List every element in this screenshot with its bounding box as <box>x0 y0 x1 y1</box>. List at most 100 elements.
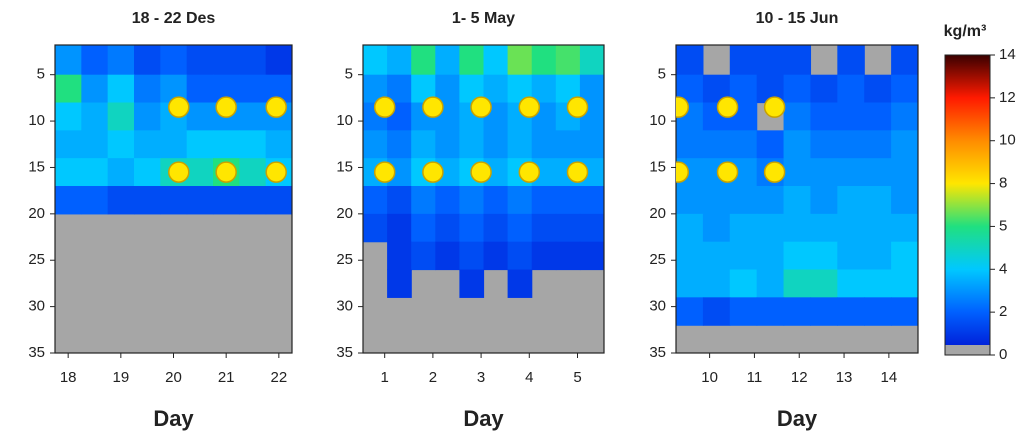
sampling-marker <box>422 161 444 183</box>
sampling-marker <box>716 96 739 118</box>
heatmap-cell <box>531 45 557 76</box>
sampling-marker <box>215 96 237 118</box>
heatmap-cell <box>186 158 214 187</box>
heatmap-cell <box>891 269 918 298</box>
y-tick-label: 35 <box>649 344 666 361</box>
heatmap-cell <box>729 130 758 159</box>
heatmap-cell <box>387 45 412 76</box>
heatmap-cell <box>411 130 436 159</box>
heatmap-cell <box>55 186 82 215</box>
heatmap-cell <box>107 130 135 159</box>
heatmap-cell <box>363 130 388 159</box>
heatmap-cell <box>783 130 812 159</box>
x-tick-label: 10 <box>701 369 718 386</box>
heatmap-cell <box>363 186 388 215</box>
heatmap-cell <box>81 130 109 159</box>
y-tick-label: 10 <box>28 112 45 129</box>
heatmap-cells <box>676 45 918 326</box>
y-tick-label: 15 <box>28 158 45 175</box>
heatmap-cell <box>864 158 892 187</box>
heatmap-cell <box>837 213 865 243</box>
x-tick-label: 2 <box>429 369 437 386</box>
sampling-marker <box>566 161 589 183</box>
colorbar-tick-label: 10 <box>999 132 1016 149</box>
heatmap-cell <box>810 213 838 243</box>
plot-frame <box>362 44 605 354</box>
x-axis-label: Day <box>153 406 194 431</box>
heatmap-cell <box>783 213 812 243</box>
y-tick-label: 5 <box>658 66 666 83</box>
heatmap-cell <box>783 241 812 271</box>
sampling-marker <box>716 161 739 183</box>
heatmap-cell <box>107 186 135 215</box>
heatmap-cell <box>507 213 533 243</box>
heatmap-cell <box>134 130 161 159</box>
y-tick-label: 10 <box>649 112 666 129</box>
heatmap-cell <box>459 269 485 298</box>
heatmap-cell <box>891 74 918 104</box>
heatmap-cell <box>676 45 704 76</box>
colorbar <box>945 55 990 355</box>
heatmap-cell <box>837 102 865 131</box>
plot-frame <box>675 44 919 354</box>
y-tick-label: 5 <box>345 66 353 83</box>
heatmap-cell <box>160 186 188 215</box>
heatmap-cell <box>783 158 812 187</box>
sampling-marker <box>518 96 541 118</box>
heatmap-cell <box>387 213 412 243</box>
heatmap-cell <box>579 74 604 104</box>
heatmap-cell <box>387 241 412 271</box>
heatmap-cell <box>555 130 581 159</box>
x-tick-label: 4 <box>525 369 533 386</box>
heatmap-cell <box>81 186 109 215</box>
heatmap-cell <box>435 74 460 104</box>
y-tick-label: 25 <box>28 251 45 268</box>
heatmap-cell <box>265 186 292 215</box>
heatmap-cell <box>134 158 161 187</box>
heatmap-cell <box>729 241 758 271</box>
heatmap-cell <box>810 74 838 104</box>
heatmap-cell <box>531 130 557 159</box>
heatmap-cell <box>676 241 704 271</box>
heatmap-cell <box>107 158 135 187</box>
heatmap-cell <box>239 102 267 131</box>
heatmap-cell <box>55 102 82 131</box>
y-tick-label: 25 <box>649 251 666 268</box>
heatmap-cell <box>676 130 704 159</box>
x-tick-label: 19 <box>112 369 129 386</box>
heatmap-cell <box>239 186 267 215</box>
heatmap-cell <box>837 74 865 104</box>
heatmap-cell <box>435 213 460 243</box>
heatmap-cell <box>579 45 604 76</box>
heatmap-cell <box>676 297 704 326</box>
y-tick-label: 20 <box>336 205 353 222</box>
heatmap-cell <box>729 213 758 243</box>
heatmap-cell <box>160 130 188 159</box>
sampling-marker <box>470 161 492 183</box>
colorbar-tick-label: 0 <box>999 346 1007 363</box>
heatmap-cell <box>507 241 533 271</box>
heatmap-cell <box>837 186 865 215</box>
heatmap-cell <box>891 213 918 243</box>
heatmap-cell <box>186 186 214 215</box>
heatmap-cell <box>134 102 161 131</box>
heatmap-cell <box>483 45 509 76</box>
colorbar-tick-label: 4 <box>999 260 1007 277</box>
heatmap-cells <box>363 45 604 298</box>
sampling-marker <box>763 161 786 183</box>
heatmap-cell <box>107 45 135 76</box>
heatmap-cell <box>783 45 812 76</box>
heatmap-cell <box>783 269 812 298</box>
heatmap-cell <box>864 213 892 243</box>
heatmap-cell <box>702 241 731 271</box>
heatmap-cell <box>837 130 865 159</box>
heatmap-cell <box>387 186 412 215</box>
heatmap-cell <box>729 297 758 326</box>
heatmap-cell <box>783 297 812 326</box>
y-tick-label: 25 <box>336 251 353 268</box>
heatmap-cell <box>483 213 509 243</box>
x-tick-label: 21 <box>218 369 235 386</box>
heatmap-cell <box>459 130 485 159</box>
heatmap-cell <box>676 213 704 243</box>
